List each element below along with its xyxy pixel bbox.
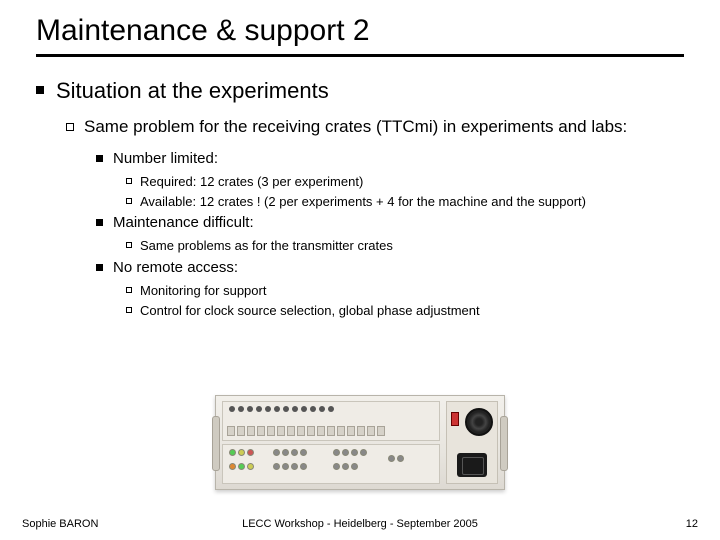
equipment-power-panel [446, 401, 498, 484]
hollow-square-icon [126, 242, 132, 248]
bullet-level4: Available: 12 crates ! (2 per experiment… [126, 193, 684, 211]
square-bullet-icon [36, 86, 44, 94]
slide-footer: Sophie BARON LECC Workshop - Heidelberg … [0, 518, 720, 530]
item-text: Same problems as for the transmitter cra… [140, 237, 393, 255]
bullet-level3: No remote access: [96, 258, 684, 278]
item-label: Number limited: [113, 149, 218, 169]
fan-icon [465, 408, 493, 436]
bullet-level1: Situation at the experiments [36, 77, 684, 106]
power-switch-icon [451, 412, 459, 426]
hollow-square-icon [126, 178, 132, 184]
equipment-image [215, 395, 505, 490]
square-bullet-icon [96, 264, 103, 271]
square-bullet-icon [96, 155, 103, 162]
square-bullet-icon [96, 219, 103, 226]
subheading-text: Same problem for the receiving crates (T… [84, 116, 627, 139]
bullet-level4: Required: 12 crates (3 per experiment) [126, 173, 684, 191]
bullet-level4: Monitoring for support [126, 282, 684, 300]
slide-title: Maintenance & support 2 [36, 14, 684, 57]
equipment-top-panel [222, 401, 440, 441]
hollow-square-icon [126, 198, 132, 204]
hollow-square-icon [126, 287, 132, 293]
bullet-level3: Maintenance difficult: [96, 213, 684, 233]
item-text: Available: 12 crates ! (2 per experiment… [140, 193, 586, 211]
item-text: Required: 12 crates (3 per experiment) [140, 173, 363, 191]
equipment-bottom-panel [222, 444, 440, 484]
bullet-level3: Number limited: [96, 149, 684, 169]
slide: Maintenance & support 2 Situation at the… [0, 0, 720, 540]
bullet-level4: Same problems as for the transmitter cra… [126, 237, 684, 255]
item-label: Maintenance difficult: [113, 213, 254, 233]
item-text: Control for clock source selection, glob… [140, 302, 480, 320]
hollow-square-icon [126, 307, 132, 313]
item-label: No remote access: [113, 258, 238, 278]
hollow-square-icon [66, 123, 74, 131]
bullet-level4: Control for clock source selection, glob… [126, 302, 684, 320]
item-text: Monitoring for support [140, 282, 266, 300]
power-socket-icon [457, 453, 487, 477]
footer-event: LECC Workshop - Heidelberg - September 2… [0, 518, 720, 530]
bullet-level2: Same problem for the receiving crates (T… [66, 116, 684, 139]
rack-handle-icon [212, 416, 220, 471]
heading-text: Situation at the experiments [56, 77, 329, 106]
rack-handle-icon [500, 416, 508, 471]
